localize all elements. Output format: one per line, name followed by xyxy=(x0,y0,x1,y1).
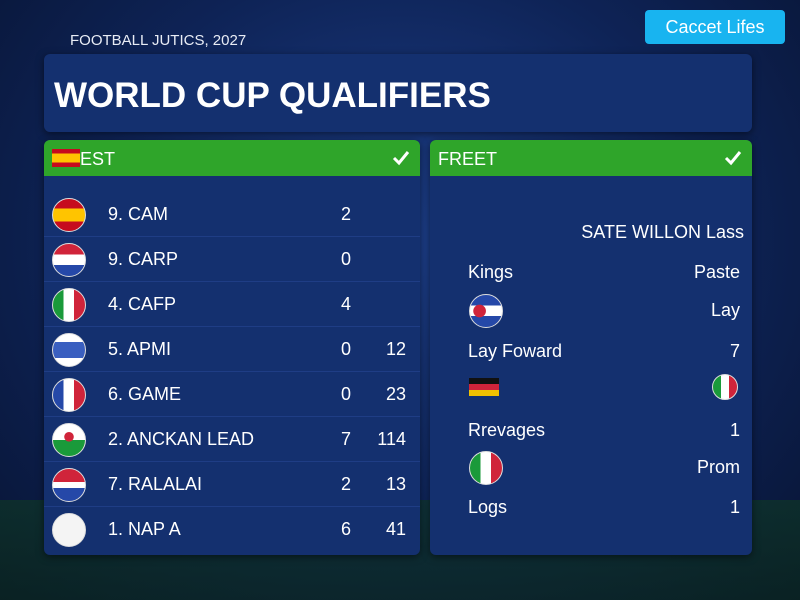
score: 2 xyxy=(340,474,351,494)
check xyxy=(724,151,742,166)
check xyxy=(392,151,410,166)
table-row: 9. CARP 0 xyxy=(44,237,420,282)
flag xyxy=(712,374,738,400)
flag xyxy=(469,378,499,396)
score: 23 xyxy=(385,384,406,404)
score: 41 xyxy=(385,519,406,539)
score: 4 xyxy=(340,294,351,314)
value: 1 xyxy=(729,420,740,440)
score: 7 xyxy=(340,429,351,449)
subtitle: FOOTBALL JUTICS, 2027 xyxy=(70,32,247,49)
table-row: 6. GAME 0 23 xyxy=(44,372,420,417)
flag xyxy=(52,288,86,322)
label: Lay Foward xyxy=(468,341,563,361)
score: 114 xyxy=(377,429,406,449)
flag xyxy=(52,333,86,367)
team: 4. CAFP xyxy=(108,294,177,314)
label: Rrevages xyxy=(468,420,546,440)
left-panel: EST 9. CAM 2 9. CARP 0 4. CAFP 4 5. APMI… xyxy=(44,140,420,555)
button[interactable]: Caccet Lifes xyxy=(645,10,785,44)
flag xyxy=(52,198,86,232)
team: 2. ANCKAN LEAD xyxy=(108,429,255,449)
team: 1. NAP A xyxy=(108,519,181,539)
panel-header: EST xyxy=(44,140,420,176)
logo xyxy=(52,513,86,547)
value: 1 xyxy=(729,497,740,517)
score: 0 xyxy=(340,249,351,269)
table-row: 2. ANCKAN LEAD 7 114 xyxy=(44,417,420,462)
flag xyxy=(52,423,86,457)
score: 0 xyxy=(340,339,351,359)
team: 7. RALALAI xyxy=(108,474,203,494)
team: 6. GAME xyxy=(108,384,182,404)
heading: SATE WILLON Lass xyxy=(581,222,744,242)
panel-header: FREET xyxy=(430,140,752,176)
label: Kings xyxy=(468,262,514,282)
score: 6 xyxy=(340,519,351,539)
panel-title: FREET xyxy=(438,149,498,169)
panel-title: EST xyxy=(80,149,116,169)
team: 9. CARP xyxy=(108,249,179,269)
right-panel: FREET SATE WILLON Lass Kings Paste Lay L… xyxy=(430,140,752,555)
flag xyxy=(52,468,86,502)
score: 2 xyxy=(340,204,351,224)
score: 12 xyxy=(385,339,406,359)
flag xyxy=(52,378,86,412)
value: 7 xyxy=(729,341,740,361)
label: Logs xyxy=(468,497,508,517)
value: Lay xyxy=(710,300,740,320)
flag xyxy=(469,451,503,485)
table-row: 5. APMI 0 12 xyxy=(44,327,420,372)
score: 13 xyxy=(385,474,406,494)
title: WORLD CUP QUALIFIERS xyxy=(54,76,491,115)
table-row: 4. CAFP 4 xyxy=(44,282,420,327)
value: Paste xyxy=(693,262,740,282)
team: 5. APMI xyxy=(108,339,172,359)
table-row: 7. RALALAI 2 13 xyxy=(44,462,420,507)
team: 9. CAM xyxy=(108,204,169,224)
flag xyxy=(52,243,86,277)
title-panel: WORLD CUP QUALIFIERS xyxy=(44,54,752,132)
flag xyxy=(469,294,503,328)
score: 0 xyxy=(340,384,351,404)
flag xyxy=(52,149,80,167)
table-row: 9. CAM 2 xyxy=(44,192,420,237)
value: Prom xyxy=(696,457,740,477)
table-row: 1. NAP A 6 41 xyxy=(44,507,420,551)
